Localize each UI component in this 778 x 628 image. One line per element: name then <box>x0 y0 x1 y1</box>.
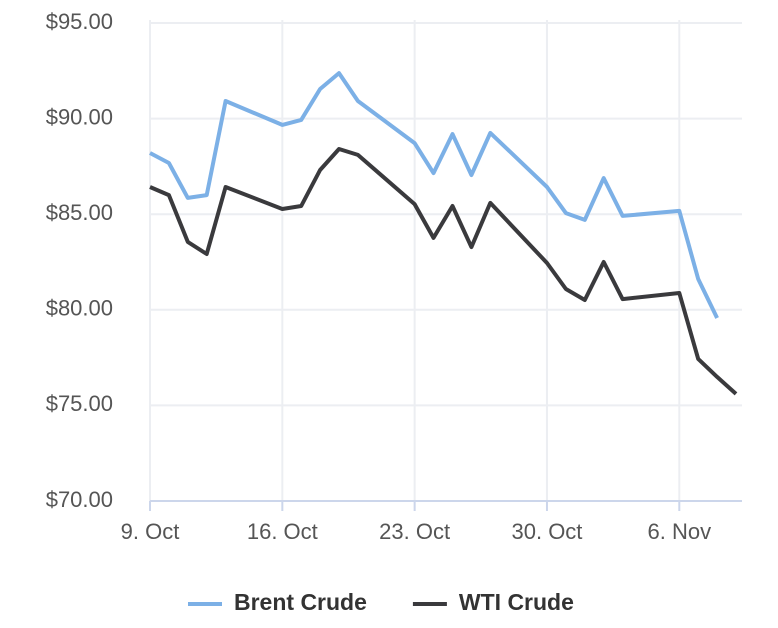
y-tick-label: $85.00 <box>46 200 113 225</box>
legend: Brent Crude WTI Crude <box>188 589 574 615</box>
y-tick-label: $90.00 <box>46 104 113 129</box>
legend-label: Brent Crude <box>234 589 367 615</box>
x-tick-label: 23. Oct <box>379 519 450 544</box>
x-tick-label: 16. Oct <box>247 519 318 544</box>
series-line <box>149 147 738 396</box>
legend-label: WTI Crude <box>459 589 574 615</box>
y-tick-label: $80.00 <box>46 296 113 321</box>
y-tick-label: $95.00 <box>46 9 113 34</box>
x-tick-label: 9. Oct <box>121 519 180 544</box>
x-tick-label: 30. Oct <box>512 519 583 544</box>
series-line <box>149 71 719 319</box>
x-tick-label: 6. Nov <box>647 519 711 544</box>
y-tick-label: $70.00 <box>46 487 113 512</box>
y-tick-label: $75.00 <box>46 391 113 416</box>
